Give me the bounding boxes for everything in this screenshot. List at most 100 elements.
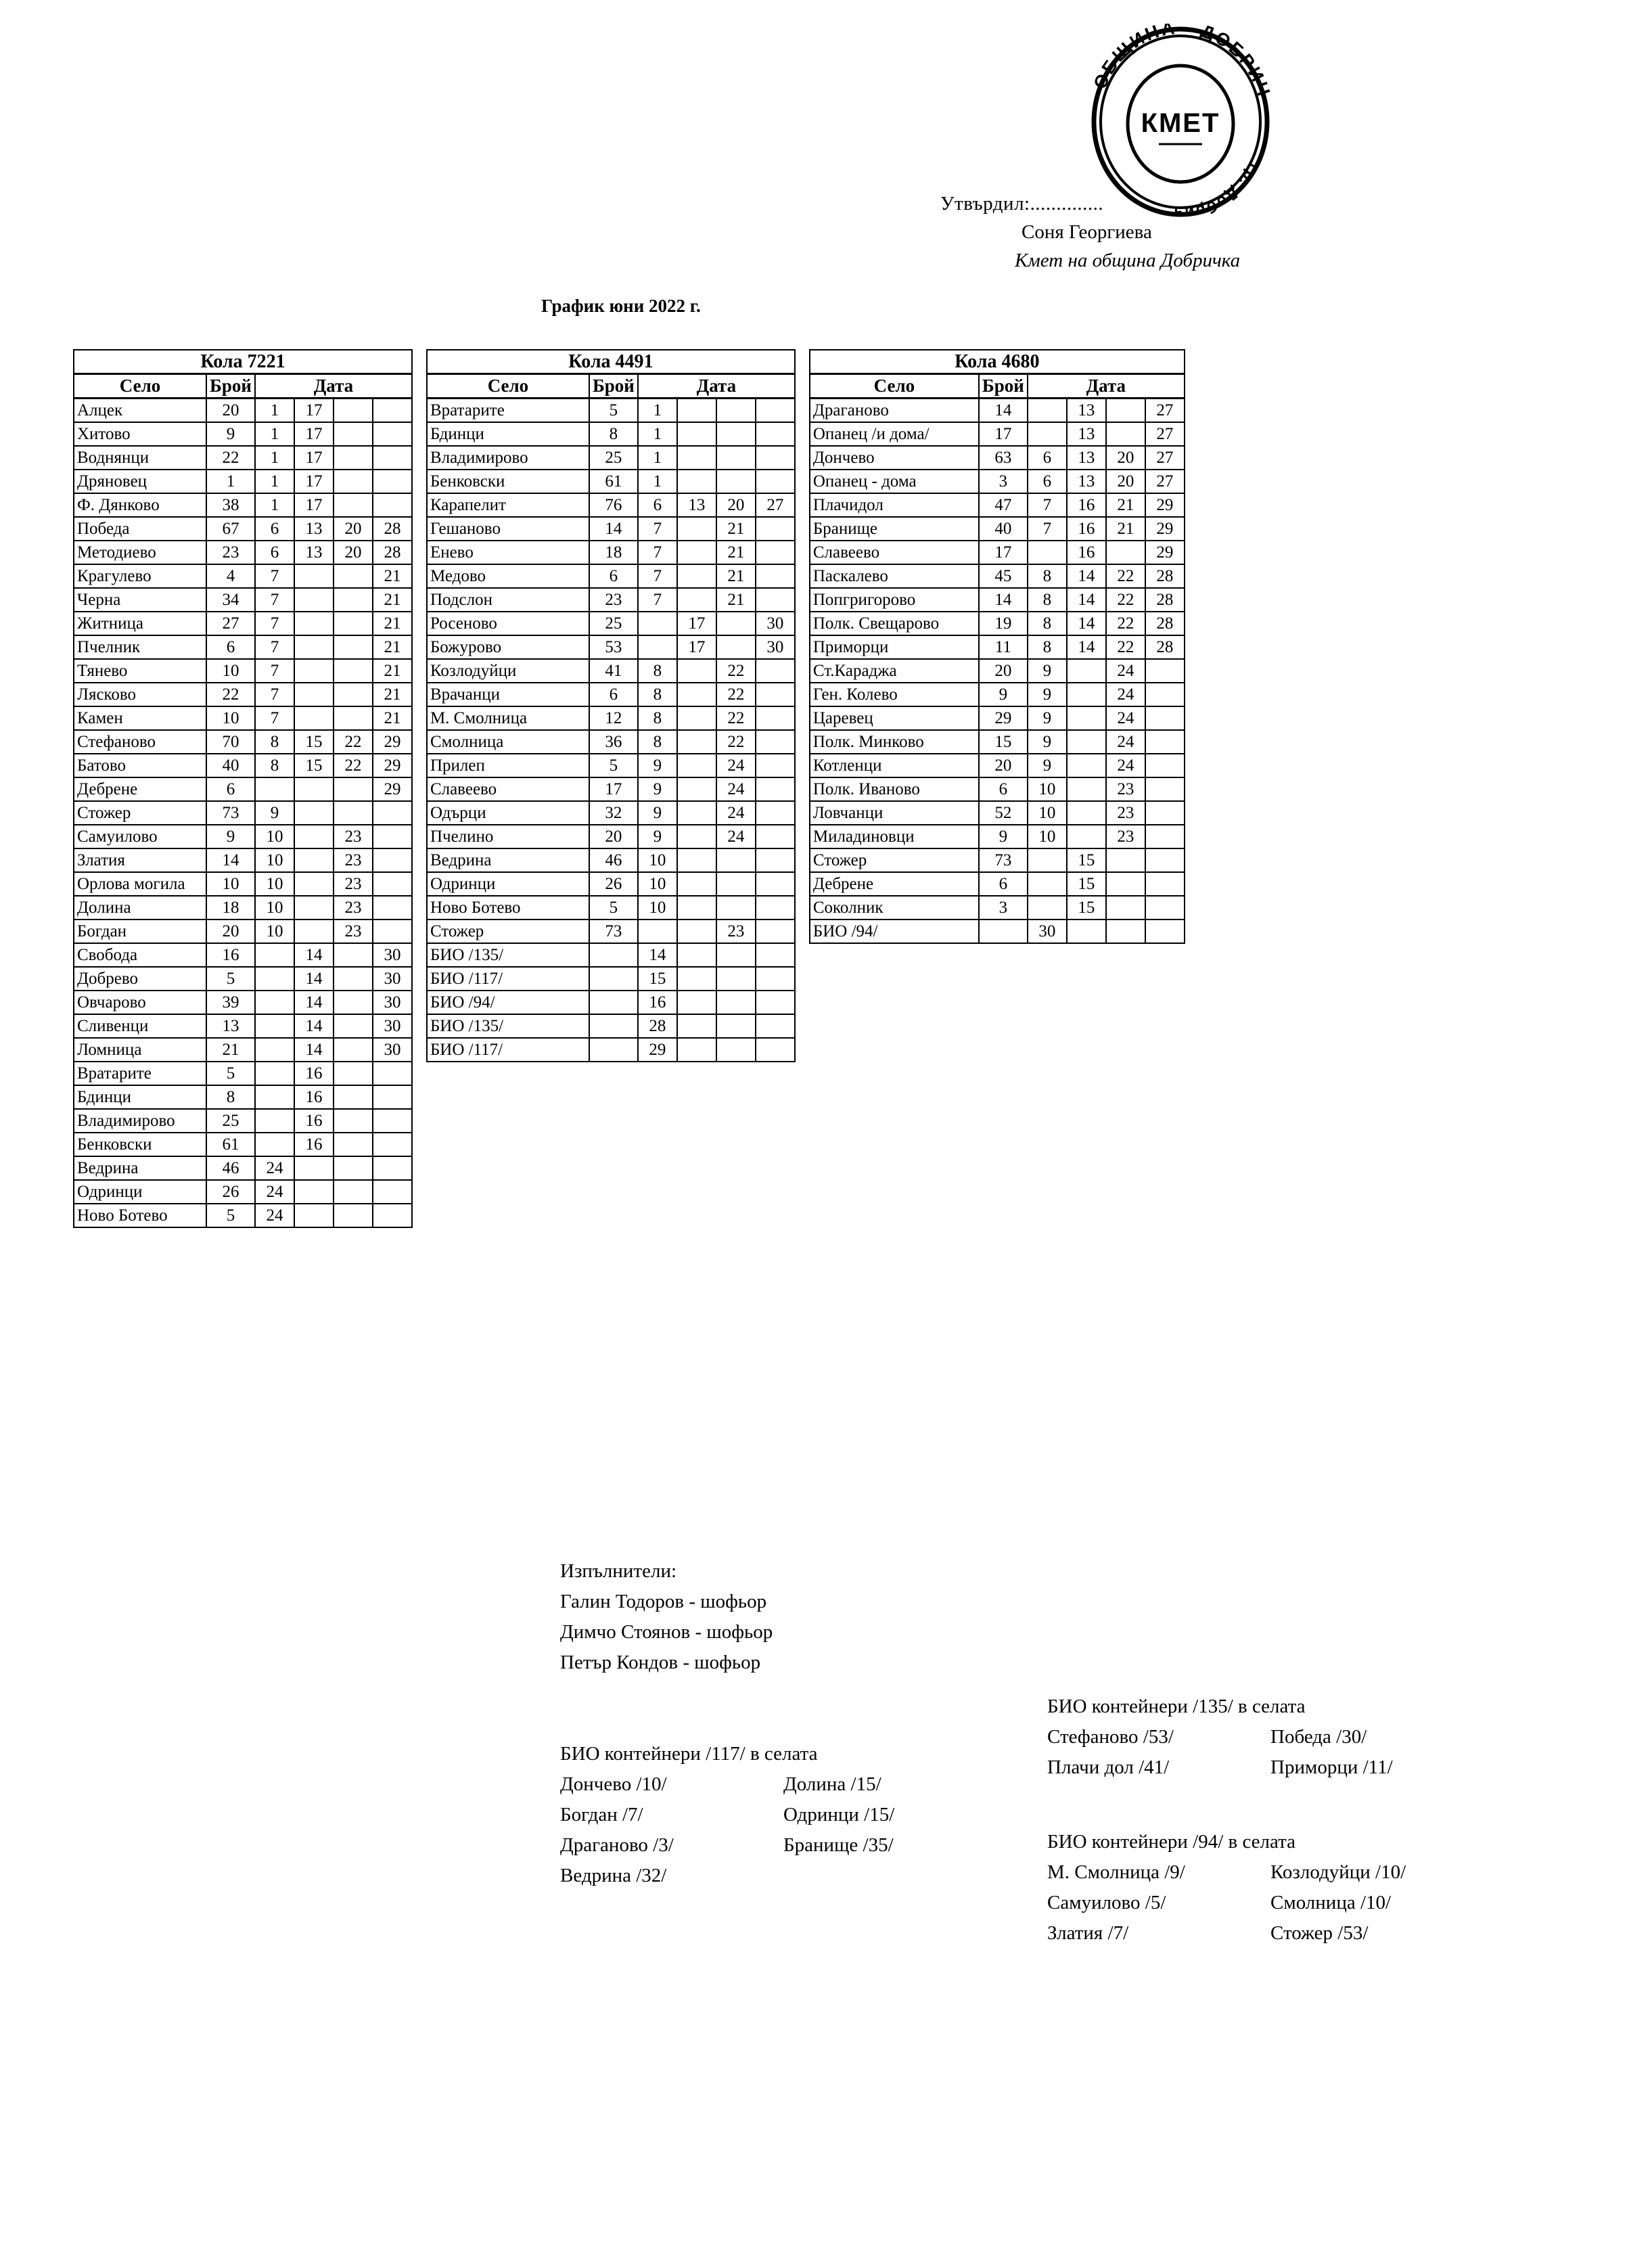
cell-date-4: [754, 919, 796, 944]
cell-date-1: [254, 1037, 295, 1062]
table-row: Одърци 32 9 24: [426, 800, 796, 825]
cell-date-4: 29: [371, 729, 413, 754]
cell-broy: 20: [206, 919, 256, 944]
table-row: Вратарите 5 1: [426, 397, 796, 423]
cell-date-4: [754, 540, 796, 565]
cell-date-2: [676, 800, 717, 825]
cell-date-3: [332, 611, 373, 636]
cell-broy: [978, 919, 1028, 944]
cell-date-1: 1: [254, 469, 295, 494]
table-row: Бдинци 8 16: [73, 1085, 413, 1110]
table-row: Опанец /и дома/17 13 27: [808, 422, 1185, 447]
table-row: Бранище 40 7 16 21 29: [808, 516, 1185, 541]
cell-broy: 14: [588, 516, 639, 541]
cell-date-4: 21: [371, 682, 413, 707]
cell-broy: [588, 1014, 639, 1039]
cell-broy: 73: [206, 800, 256, 825]
cell-date-4: 21: [371, 658, 413, 683]
cell-date-2: 17: [676, 635, 717, 660]
schedule-tables-container: Кола 7221 Село Брой Дата Алцек 20 1 17 Хитово 9 1 1…: [73, 349, 1185, 1228]
cell-broy: 14: [206, 848, 256, 873]
cell-broy: 9: [978, 682, 1028, 707]
cell-date-3: [332, 1014, 373, 1039]
bio-row: М. Смолница /9/Козлодуйци /10/: [1047, 1857, 1494, 1888]
cell-selo: Ловчанци: [808, 800, 980, 825]
cell-date-4: [371, 1108, 413, 1133]
table-row: Ведрина 46 10: [426, 848, 796, 873]
cell-selo: БИО /117/: [426, 1037, 590, 1062]
cell-broy: 23: [588, 587, 639, 612]
table-row: Смолница 36 8 22: [426, 729, 796, 754]
cell-broy: 16: [206, 943, 256, 968]
cell-broy: 29: [978, 706, 1028, 731]
cell-broy: 5: [588, 753, 639, 778]
cell-date-2: [676, 919, 717, 944]
cell-selo: Воднянци: [73, 445, 207, 470]
column-header-data: Дата: [1026, 373, 1185, 399]
cell-date-1: [254, 1132, 295, 1157]
cell-date-2: [676, 422, 717, 447]
cell-date-1: 8: [1026, 635, 1068, 660]
cell-date-1: 10: [1026, 824, 1068, 849]
cell-date-1: 7: [254, 611, 295, 636]
cell-date-3: 24: [715, 824, 756, 849]
cell-selo: Стожер: [808, 848, 980, 873]
cell-broy: 25: [588, 611, 639, 636]
table-row: Паскалево 45 8 14 22 28: [808, 564, 1185, 589]
cell-selo: Камен: [73, 706, 207, 731]
cell-date-3: [715, 871, 756, 896]
cell-date-2: [676, 706, 717, 731]
cell-date-3: [332, 445, 373, 470]
cell-date-4: 21: [371, 706, 413, 731]
table-row: БИО /117/29: [426, 1037, 796, 1062]
table-row: Ведрина 46 24: [73, 1156, 413, 1181]
table-row: Дебрене 6 29: [73, 777, 413, 802]
cell-broy: 70: [206, 729, 256, 754]
cell-date-2: [1065, 682, 1107, 707]
cell-date-1: 10: [254, 919, 295, 944]
cell-date-4: 28: [371, 516, 413, 541]
cell-date-2: [676, 824, 717, 849]
table-row: Пчелино 20 9 24: [426, 824, 796, 849]
table-row: Черна 34 7 21: [73, 587, 413, 612]
cell-broy: 20: [978, 753, 1028, 778]
cell-broy: 47: [978, 493, 1028, 518]
cell-date-2: 13: [1065, 397, 1107, 423]
cell-date-2: 13: [293, 516, 334, 541]
cell-date-1: [637, 635, 678, 660]
cell-date-3: [715, 990, 756, 1015]
cell-date-2: 16: [293, 1061, 334, 1086]
cell-selo: Плачидол: [808, 493, 980, 518]
table-row: Плачидол 47 7 16 21 29: [808, 493, 1185, 518]
cell-selo: Ведрина: [426, 848, 590, 873]
cell-date-2: [293, 1203, 334, 1228]
cell-date-4: [1144, 895, 1185, 920]
cell-date-3: [1105, 871, 1146, 896]
cell-selo: Одърци: [426, 800, 590, 825]
cell-date-2: [676, 658, 717, 683]
performers-block: Изпълнители: Галин Тодоров - шофьор Димчо…: [560, 1556, 773, 1678]
cell-date-3: 24: [1105, 729, 1146, 754]
cell-date-2: [293, 824, 334, 849]
cell-date-3: [715, 611, 756, 636]
car-table-4491: Кола 4491 Село Брой Дата Вратарите 5 1 Бдинци 8 1…: [426, 349, 796, 1062]
cell-date-4: [371, 469, 413, 494]
table-row: Медово 6 7 21: [426, 564, 796, 589]
cell-date-4: [754, 800, 796, 825]
cell-date-3: [332, 422, 373, 447]
cell-date-1: 24: [254, 1179, 295, 1204]
cell-date-4: [371, 397, 413, 423]
cell-date-2: [676, 871, 717, 896]
cell-date-4: [754, 516, 796, 541]
cell-date-2: [676, 516, 717, 541]
cell-date-1: 1: [254, 422, 295, 447]
cell-broy: 10: [206, 658, 256, 683]
cell-date-4: [754, 422, 796, 447]
table-row: Свобода 16 14 30: [73, 943, 413, 968]
cell-date-1: 8: [1026, 564, 1068, 589]
cell-broy: 46: [588, 848, 639, 873]
cell-date-2: 15: [293, 729, 334, 754]
cell-date-3: 22: [332, 753, 373, 778]
cell-date-4: 30: [371, 943, 413, 968]
